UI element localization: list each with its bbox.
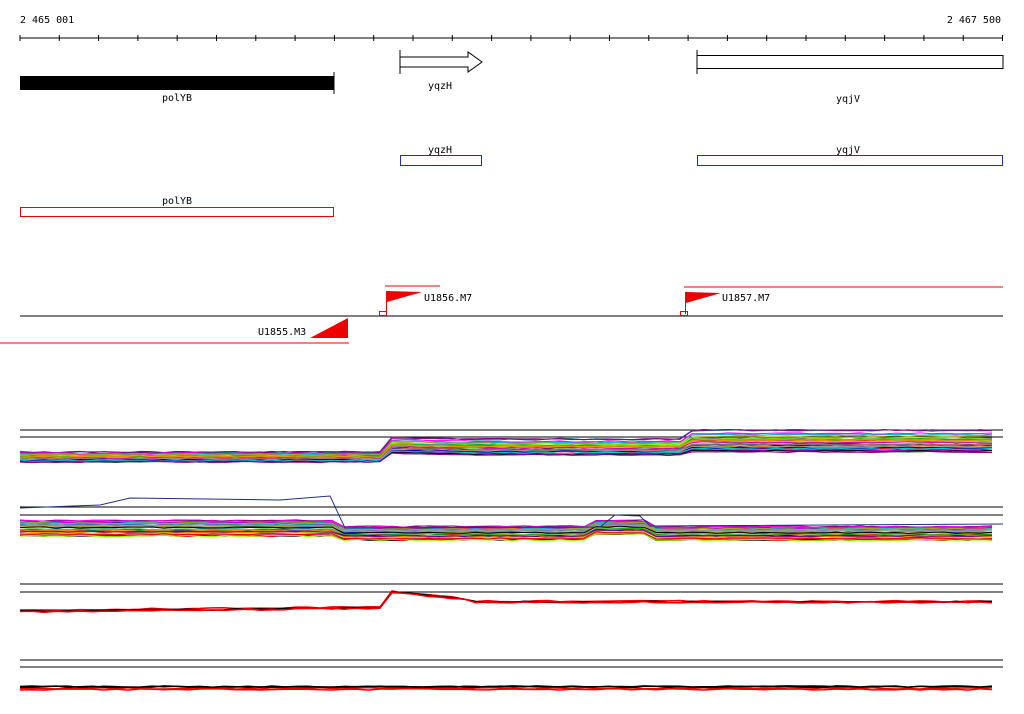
transcript-flag [310,318,348,338]
profile-line [19,450,993,464]
flag-base [379,311,387,316]
profile-line [19,686,992,690]
profile-line [19,533,993,542]
profile-line [19,443,993,460]
ruler-ticks [19,35,1003,41]
gene-label: yqjV [836,94,860,105]
profile-line [19,591,993,614]
transcript-label: U1856.M7 [424,293,472,304]
ruler-end: 2 467 500 [947,15,1001,26]
profile-line [19,445,993,461]
gene-label: polYB [162,93,192,104]
gene-label: yqzH [428,81,452,92]
red-label: polYB [162,196,192,207]
transcript-flag [686,292,721,303]
profile-line [19,439,993,459]
profile-line [19,429,993,454]
expression-profiles [19,428,1004,691]
gene-yqzH [399,51,483,73]
profile-line [19,435,993,457]
flag-base [680,311,688,316]
transcript-flag [387,291,422,302]
profile-line [19,531,993,540]
blue-feature [697,155,1003,166]
profile-line [19,527,993,536]
ruler-start: 2 465 001 [20,15,74,26]
profile-line [19,529,993,538]
profile-line [19,525,993,534]
profile-line [19,590,993,611]
blue-label: yqzH [428,145,452,156]
profile-line [19,520,993,529]
transcript-label: U1857.M7 [722,293,770,304]
profile-line [19,525,993,534]
profile-line [19,447,993,462]
red-feature [20,207,334,217]
blue-label: yqjV [836,145,860,156]
gene-yqjV [696,55,1004,69]
blue-feature [400,155,482,166]
profile-line [19,495,1004,529]
profile-line [20,685,993,689]
profile-line [19,524,993,532]
profile-line [19,687,993,691]
profile-line [19,432,993,455]
gene-polYB [20,76,334,90]
profile-line [19,522,993,531]
transcript-label: U1855.M3 [258,327,306,338]
